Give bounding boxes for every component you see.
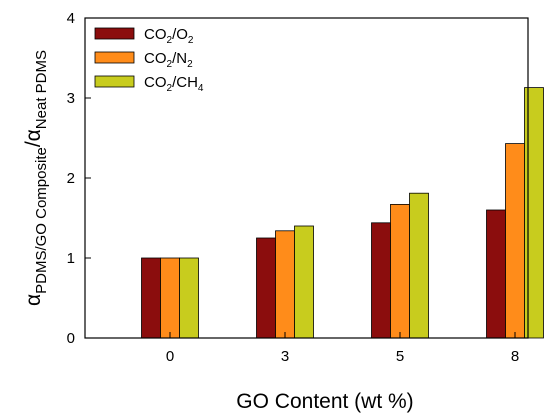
y-tick-label-2: 2 [67,170,75,187]
y-label-sep: /α [22,129,45,147]
y-tick-label-3: 3 [67,90,75,107]
legend-swatch-2 [94,51,135,64]
x-tick-label-3: 3 [281,348,289,365]
x-tick-label-5: 5 [396,348,404,365]
bar-2-cat-5 [390,203,410,339]
bar-3-cat-3 [294,225,314,339]
bar-3-cat-8 [524,87,544,339]
x-tick-label-0: 0 [166,348,174,365]
y-tick-label-1: 1 [67,250,75,267]
y-tick-label-0: 0 [67,330,75,347]
x-tick-label-8: 8 [511,348,519,365]
y-label-alpha-1: α [22,294,45,306]
y-tick-label-4: 4 [67,10,75,27]
y-label-sub-2: Neat PDMS [33,50,50,129]
bar-3-cat-5 [409,192,429,339]
legend-label-3: CO2/CH4 [144,74,204,94]
legend-swatch-3 [94,75,135,88]
bar-1-cat-5 [371,222,391,339]
legend: CO2/O2 CO2/N2 CO2/CH4 [94,26,204,94]
bars-group [141,87,544,339]
legend-swatch-1 [94,27,135,40]
y-label-sub-1: PDMS/GO Composite [33,147,50,294]
bar-3-cat-0 [179,257,199,339]
ticks-group: 0 1 2 3 4 0 3 5 8 [67,10,520,365]
bar-2-cat-3 [275,230,295,339]
bar-1-cat-0 [141,257,161,339]
legend-label-1: CO2/O2 [144,26,194,46]
legend-label-2: CO2/N2 [144,50,193,70]
bar-2-cat-8 [505,143,525,339]
y-axis-label: αPDMS/GO Composite/αNeat PDMS [22,50,50,306]
bar-2-cat-0 [160,257,180,339]
bar-1-cat-8 [486,209,506,339]
bar-1-cat-3 [256,237,276,339]
x-axis-label: GO Content (wt %) [236,390,413,413]
